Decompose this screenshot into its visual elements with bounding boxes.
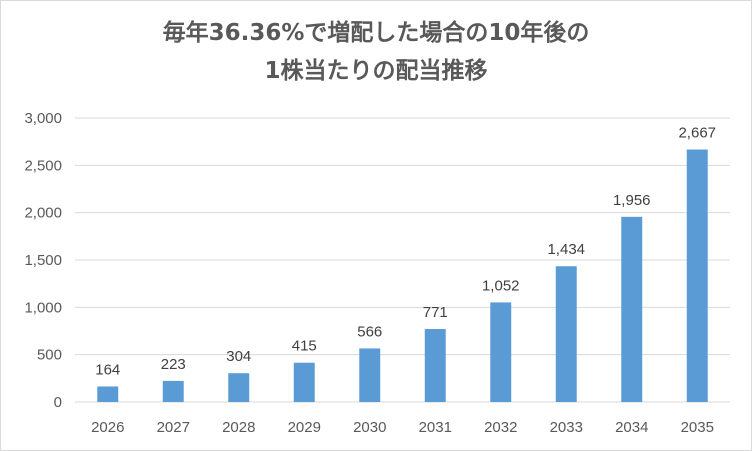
y-tick-label: 0 <box>54 394 62 411</box>
x-tick-label: 2030 <box>353 419 386 436</box>
bar <box>359 348 381 402</box>
x-axis: 2026 2027 2028 2029 2030 2031 2032 2033 2034 2035 <box>91 419 714 436</box>
data-labels: 164 223 304 415 566 771 1,052 1,434 1,956 2,667 <box>95 125 716 379</box>
data-label: 304 <box>226 348 251 365</box>
data-label: 566 <box>357 323 382 340</box>
x-tick-label: 2032 <box>484 419 517 436</box>
x-tick-label: 2034 <box>615 419 648 436</box>
data-label: 223 <box>161 356 186 373</box>
data-label: 164 <box>95 361 120 378</box>
x-tick-label: 2033 <box>550 419 583 436</box>
chart-title-line1: 毎年36.36%で増配した場合の10年後の <box>162 20 590 46</box>
data-label: 1,052 <box>482 277 520 294</box>
bar <box>293 362 315 402</box>
bar <box>97 386 119 402</box>
y-tick-label: 3,000 <box>24 110 62 127</box>
x-tick-label: 2027 <box>157 419 190 436</box>
bar <box>162 380 184 402</box>
bar <box>424 329 446 402</box>
y-tick-label: 2,500 <box>24 157 62 174</box>
data-label: 415 <box>292 338 317 355</box>
bar-series <box>97 149 708 402</box>
x-tick-label: 2028 <box>222 419 255 436</box>
chart-title-line2: 1株当たりの配当推移 <box>264 58 488 84</box>
x-tick-label: 2029 <box>288 419 321 436</box>
x-tick-label: 2035 <box>681 419 714 436</box>
data-label: 1,434 <box>547 241 585 258</box>
y-tick-label: 1,500 <box>24 252 62 269</box>
bar <box>490 302 512 402</box>
x-tick-label: 2031 <box>419 419 452 436</box>
data-label: 771 <box>423 304 448 321</box>
bar <box>555 266 577 402</box>
y-tick-label: 500 <box>37 347 62 364</box>
bar <box>686 149 708 402</box>
bar <box>228 373 250 402</box>
chart-title: 毎年36.36%で増配した場合の10年後の 1株当たりの配当推移 <box>0 14 752 90</box>
data-label: 2,667 <box>678 125 716 142</box>
y-axis: 0 500 1,000 1,500 2,000 2,500 3,000 <box>24 110 62 411</box>
data-label: 1,956 <box>613 192 651 209</box>
bar <box>621 216 643 402</box>
gridlines <box>75 117 730 403</box>
y-tick-label: 1,000 <box>24 299 62 316</box>
y-tick-label: 2,000 <box>24 205 62 222</box>
x-tick-label: 2026 <box>91 419 124 436</box>
